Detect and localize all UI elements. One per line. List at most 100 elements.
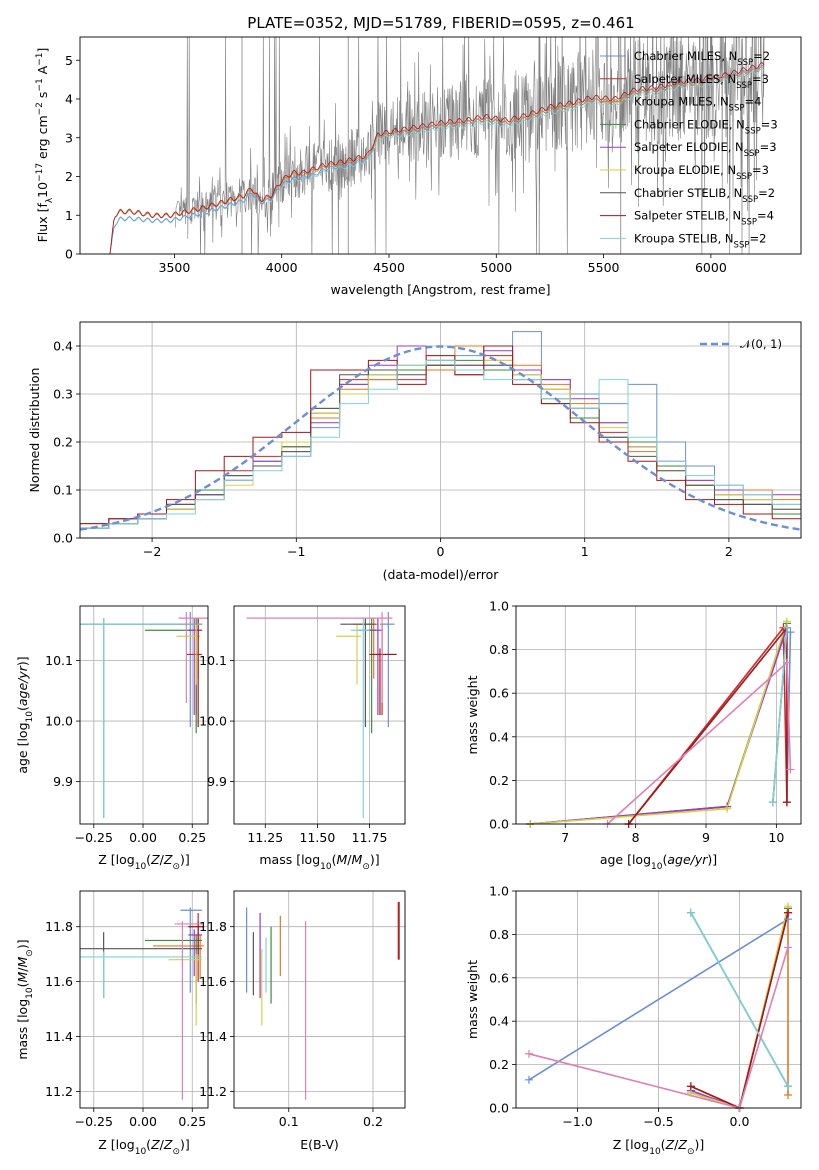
x-tick-label: −2 (143, 544, 161, 559)
legend-label-sub: SSP (729, 104, 745, 114)
label-part: s (35, 92, 50, 103)
axes-frame (79, 890, 209, 1109)
legend-label-base: Salpeter MILES, N (634, 72, 736, 86)
axes-frame (515, 890, 802, 1109)
label-part: )] (180, 852, 190, 867)
x-axis-label: (data-model)/error (383, 567, 500, 582)
y-tick-label: 1 (65, 208, 73, 223)
legend-label-tail: =2 (749, 231, 766, 245)
label-part: −1 (35, 78, 45, 91)
x-tick-label: 2 (725, 544, 733, 559)
label-part: / (347, 852, 352, 867)
model-curve-chabrier-miles (109, 64, 765, 254)
y-tick-label: 11.6 (45, 974, 73, 989)
x-tick-label: 3500 (159, 260, 191, 275)
label-part: Z [log (613, 1137, 649, 1152)
legend-label-sub: SSP (745, 126, 761, 136)
label-part: )] (15, 939, 30, 949)
y-tick-label: 11.8 (45, 919, 73, 934)
y-tick-label: 0.0 (489, 1101, 509, 1116)
label-part: ⊙ (362, 862, 370, 872)
y-tick-label: 2 (65, 169, 73, 184)
y-tick-label: 0.4 (489, 1014, 509, 1029)
label-part: age [log (15, 722, 30, 773)
x-axis-label: Z [log10(Z/Z⊙)] (98, 852, 190, 872)
weight-marker (768, 798, 777, 807)
panel-spectrum: 3500 4000 4500 5000 5500 6000 0 1 2 3 4 5 Chabrier M… (35, 36, 802, 297)
y-tick-label: 11.4 (45, 1029, 73, 1044)
legend-label-base: Chabrier MILES, N (634, 49, 737, 63)
label-part: 10 (135, 1147, 147, 1157)
x-tick-label: 0.25 (178, 830, 206, 845)
histogram-salpeter-stelib (80, 345, 801, 538)
label-part: 10 (35, 182, 50, 198)
label-part: Z (677, 1137, 687, 1152)
data-spectrum-line (175, 37, 765, 254)
weight-line-chabrier-miles (528, 918, 789, 1081)
x-tick-label: −1 (287, 544, 305, 559)
axes-frame (233, 890, 406, 1109)
label-part: Z [log (98, 852, 134, 867)
legend-label-base: Chabrier STELIB, N (634, 186, 742, 200)
x-tick-label: −0.25 (75, 1114, 113, 1129)
x-tick-label: 6000 (695, 260, 727, 275)
y-tick-label: 1.0 (489, 599, 509, 614)
y-tick-label: 11.8 (199, 919, 227, 934)
y-tick-label: 3 (65, 130, 73, 145)
x-tick-label: −0.25 (75, 830, 113, 845)
label-part: ⊙ (172, 862, 180, 872)
x-tick-label: 5500 (588, 260, 620, 275)
label-part: / (15, 967, 30, 972)
y-tick-label: 9.9 (207, 774, 227, 789)
weight-line-kroupa-elodie (690, 906, 789, 1108)
label-part: )] (694, 1137, 704, 1152)
y-tick-label: 0.2 (53, 435, 73, 450)
x-axis-label: age [log10(age/yr)] (600, 852, 717, 872)
legend-label: Salpeter STELIB, NSSP=4 (634, 209, 774, 228)
x-axis-label: Z [log10(Z/Z⊙)] (98, 1137, 190, 1157)
label-part: )] (180, 1137, 190, 1152)
legend-label-sub: SSP (744, 149, 760, 159)
y-tick-label: 11.2 (45, 1084, 73, 1099)
label-part: M (337, 852, 348, 867)
legend-label-base: Salpeter ELODIE, N (634, 140, 744, 154)
weight-line-salpeter-elodie (530, 627, 788, 824)
legend-label: Kroupa MILES, NSSP=4 (634, 95, 761, 114)
x-tick-label: 0 (437, 544, 445, 559)
legend-label-sub: SSP (742, 195, 758, 205)
label-part: Z (163, 1137, 173, 1152)
legend-label-sub: SSP (734, 240, 750, 250)
label-part: 10 (25, 987, 35, 999)
legend-label: Chabrier MILES, NSSP=2 (634, 49, 770, 68)
weight-marker (786, 765, 795, 774)
y-tick-label: 10.0 (45, 714, 73, 729)
x-tick-label: 0.0 (730, 1114, 750, 1129)
weight-line-kroupa-miles (530, 623, 788, 824)
legend-label-tail: =3 (760, 140, 777, 154)
label-part: 10 (25, 711, 35, 723)
histogram-kroupa-stelib (80, 359, 801, 538)
weight-marker (786, 628, 795, 637)
legend-label-sub: SSP (737, 58, 753, 68)
legend-label: Kroupa STELIB, NSSP=2 (634, 231, 766, 250)
label-part: / (160, 1137, 165, 1152)
weight-marker (784, 908, 793, 917)
label-part: age/yr (667, 852, 708, 867)
label-part: / (160, 852, 165, 867)
y-tick-label: 4 (65, 92, 73, 107)
x-axis-label: mass [log10(M/M⊙)] (259, 852, 379, 872)
axes-frame (79, 321, 802, 539)
legend-label-tail: =4 (744, 95, 761, 109)
y-tick-label: 0.2 (489, 773, 509, 788)
label-part: −1 (35, 53, 45, 66)
legend-label: 𝒩(0, 1) (740, 337, 782, 351)
label-part: M (15, 972, 30, 983)
y-tick-label: 0.4 (489, 729, 509, 744)
label-part: age [log (600, 852, 651, 867)
label-part: )] (15, 656, 30, 666)
weight-marker (524, 1075, 533, 1084)
label-part: ⊙ (687, 1147, 695, 1157)
label-part: Flux [f (35, 203, 50, 243)
